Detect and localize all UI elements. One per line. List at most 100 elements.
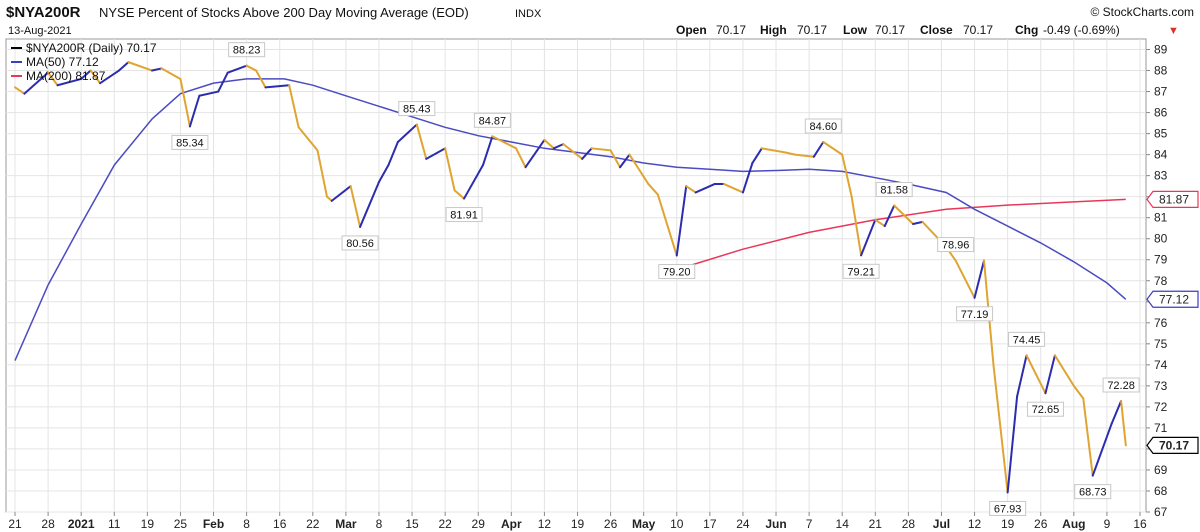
x-tick-label: 14 — [836, 517, 850, 531]
gridlines — [6, 39, 1146, 513]
price-segment — [874, 218, 886, 228]
ma200-series — [681, 198, 1126, 269]
price-segment — [151, 67, 163, 72]
price-tag-box — [1146, 436, 1199, 454]
price-segment — [1072, 384, 1085, 400]
price-tags: 81.87 77.12 70.17 — [1146, 190, 1199, 454]
legend-ma50: MA(50) 77.12 — [26, 55, 99, 69]
x-tick-label: Jun — [765, 517, 786, 531]
price-segment — [784, 151, 796, 156]
x-axis: 21 28 2021 11 19 25 Feb 8 16 22 Mar 8 15 22 29 Apr 12 19 2… — [8, 512, 1147, 531]
price-segment — [288, 84, 300, 129]
price-tag-box — [1146, 290, 1199, 308]
price-segment — [89, 69, 102, 85]
price-segment — [127, 61, 154, 72]
price-segment — [1006, 395, 1019, 494]
price-segment — [297, 126, 319, 152]
ma50-series — [14, 78, 1127, 361]
price-segment — [1025, 354, 1047, 395]
price-segment — [694, 183, 716, 194]
low-value: 70.17 — [875, 23, 905, 37]
price-tag-label: 70.17 — [1159, 438, 1189, 452]
annotation-label: 88.23 — [233, 45, 261, 57]
price-segment — [387, 141, 399, 167]
x-tick-label: Jul — [933, 517, 950, 531]
annotation-box — [473, 112, 511, 128]
y-tick-label: 78 — [1154, 274, 1168, 288]
price-segment — [255, 69, 267, 89]
brand-watermark: © StockCharts.com — [1090, 5, 1194, 19]
x-tick-label: 8 — [376, 517, 383, 531]
legend-price: $NYA200R (Daily) 70.17 — [26, 41, 157, 55]
x-tick-label: 12 — [968, 517, 982, 531]
close-value: 70.17 — [963, 23, 993, 37]
annotation-label: 85.34 — [176, 137, 204, 149]
price-segment — [188, 94, 201, 128]
price-segment — [80, 69, 92, 80]
legend-ma200: MA(200) 81.87 — [26, 69, 106, 83]
high-label: High — [760, 23, 787, 37]
x-tick-label: Apr — [501, 517, 522, 531]
annotations: 88.23 85.34 80.56 85.43 81.91 84.87 79.20 84.60… — [171, 42, 1140, 516]
price-segment — [562, 143, 584, 160]
x-tick-label: 11 — [108, 517, 121, 531]
y-tick-label: 67 — [1154, 505, 1168, 519]
annotation-label: 79.21 — [847, 266, 875, 278]
price-segment — [841, 153, 853, 198]
annotation-box — [658, 264, 696, 280]
x-tick-label: Feb — [203, 517, 224, 531]
price-segment — [723, 183, 744, 194]
price-segment — [349, 185, 362, 228]
y-tick-label: 69 — [1154, 463, 1168, 477]
annotation-label: 81.91 — [450, 210, 478, 222]
price-segment — [590, 147, 612, 152]
y-tick-label: 85 — [1154, 127, 1168, 141]
x-tick-label: 8 — [243, 517, 250, 531]
y-tick-label: 80 — [1154, 232, 1168, 246]
price-tag-label: 77.12 — [1159, 292, 1189, 306]
price-segment — [883, 204, 896, 228]
high-value: 70.17 — [797, 23, 827, 37]
y-tick-label: 75 — [1154, 337, 1168, 351]
price-segment — [628, 153, 650, 186]
price-segment — [359, 180, 380, 228]
price-segment — [822, 141, 844, 156]
x-tick-label: 15 — [405, 517, 419, 531]
price-segment — [198, 90, 220, 97]
price-segment — [160, 67, 182, 80]
y-tick-label: 88 — [1154, 64, 1168, 78]
y-tick-label: 89 — [1154, 43, 1168, 57]
price-segment — [992, 363, 1009, 494]
price-segment — [14, 86, 26, 95]
x-tick-label: 22 — [438, 517, 452, 531]
price-segment — [1120, 400, 1127, 447]
price-segment — [552, 143, 565, 150]
y-tick-label: 86 — [1154, 106, 1168, 120]
price-segment — [685, 185, 697, 194]
annotation-label: 77.19 — [961, 309, 989, 321]
price-segment — [1110, 400, 1123, 425]
price-segment — [524, 138, 546, 169]
price-segment — [117, 61, 130, 72]
price-segment — [396, 123, 418, 144]
y-tick-label: 83 — [1154, 169, 1168, 183]
chart-exchange: INDX — [515, 8, 542, 20]
price-segment — [481, 135, 494, 167]
price-segment — [912, 220, 924, 225]
annotation-label: 81.58 — [880, 184, 908, 196]
open-label: Open — [676, 23, 707, 37]
x-tick-label: 21 — [8, 517, 22, 531]
price-tag-box — [1146, 190, 1199, 208]
annotation-box — [842, 263, 880, 279]
x-tick-label: 24 — [736, 517, 750, 531]
chart-symbol: $NYA200R — [6, 4, 81, 21]
y-tick-label: 73 — [1154, 379, 1168, 393]
price-segment — [954, 259, 976, 299]
annotation-box — [989, 500, 1027, 516]
x-tick-label: 28 — [41, 517, 55, 531]
y-tick-label: 79 — [1154, 253, 1168, 267]
annotation-box — [171, 134, 209, 150]
x-tick-label: 7 — [806, 517, 813, 531]
price-segment — [179, 77, 191, 128]
y-tick-label: 68 — [1154, 484, 1168, 498]
